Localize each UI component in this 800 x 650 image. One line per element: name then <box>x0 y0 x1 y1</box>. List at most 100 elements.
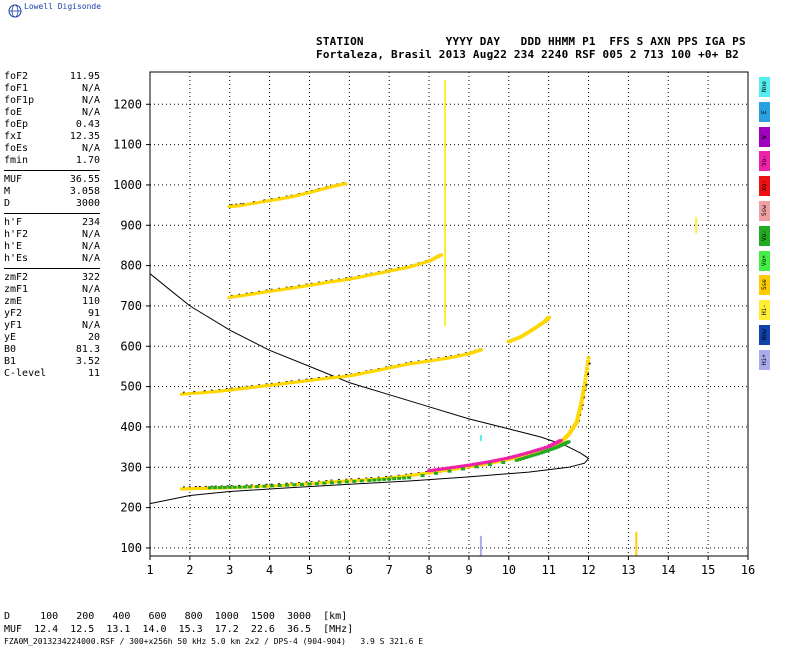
echo-point <box>487 463 492 467</box>
echo-point <box>476 463 481 467</box>
param-key: foF1p <box>4 95 35 106</box>
echo-point <box>469 463 474 467</box>
legend-swatch: E <box>759 101 770 122</box>
param-value: 36.55 <box>69 174 100 185</box>
echo-point <box>531 451 536 455</box>
echo-point <box>267 289 272 293</box>
echo-point <box>432 358 437 362</box>
echo-point <box>339 278 344 282</box>
echo-point <box>389 365 394 369</box>
echo-point <box>399 475 404 478</box>
echo-point <box>516 455 521 459</box>
legend-swatch: Xo- <box>759 176 770 197</box>
echo-point <box>295 483 299 486</box>
echo-point <box>417 472 422 476</box>
polarization-legend: Nne E W Vo- Xo- Ssw Vo- Vo+ Sse Hi- Nnw Hi+ <box>759 77 771 375</box>
echo-point <box>511 456 516 460</box>
param-row: foE N/A <box>4 107 100 119</box>
echo-point <box>334 480 339 484</box>
echo-point <box>506 456 511 460</box>
echo-point <box>285 287 289 291</box>
echo-point <box>317 282 322 286</box>
echo-point <box>454 465 459 469</box>
echo-point <box>407 362 412 366</box>
echo-point <box>290 483 294 487</box>
echo-point <box>449 355 454 359</box>
y-tick-label: 600 <box>120 339 142 353</box>
echo-point <box>237 387 242 391</box>
echo-point <box>439 357 444 361</box>
echo-point <box>327 376 332 380</box>
echo-point <box>290 286 294 290</box>
y-tick-label: 200 <box>120 501 142 515</box>
echo-point <box>439 469 444 473</box>
trace-x-F2 <box>427 439 563 473</box>
param-value: N/A <box>81 143 100 154</box>
echo-point <box>332 376 337 379</box>
param-row: fxI 12.35 <box>4 131 100 143</box>
echo-point <box>444 468 449 472</box>
echo-point <box>307 283 312 287</box>
echo-point <box>342 278 347 282</box>
echo-point <box>566 440 571 444</box>
echo-point-dark <box>585 383 588 386</box>
echo-point <box>272 198 277 202</box>
echo-point <box>362 478 367 482</box>
echo-point <box>287 195 292 199</box>
echo-point <box>424 471 429 475</box>
echo-point <box>489 459 494 463</box>
echo-point <box>389 476 394 480</box>
echo-point <box>526 453 531 457</box>
echo-point <box>222 485 227 489</box>
echo-point <box>578 404 583 408</box>
echo-point <box>310 378 314 382</box>
legend-swatch: Ssw <box>759 200 770 221</box>
param-row: yF2 91 <box>4 308 100 320</box>
echo-point <box>412 264 417 268</box>
echo-point <box>427 469 432 473</box>
param-key: foF1 <box>4 83 29 94</box>
param-key: zmF2 <box>4 272 29 283</box>
echo-point <box>235 387 240 391</box>
echo-point <box>287 381 292 385</box>
echo-streak <box>635 531 638 556</box>
echo-point <box>332 279 337 283</box>
echo-point <box>514 458 519 462</box>
echo-point <box>324 480 329 484</box>
echo-point <box>245 293 250 297</box>
echo-point <box>524 453 529 457</box>
echo-point <box>215 389 220 393</box>
echo-point <box>302 192 307 196</box>
param-row: h'E N/A <box>4 241 100 253</box>
echo-point <box>347 374 352 378</box>
echo-point <box>404 474 409 478</box>
echo-point <box>392 365 397 369</box>
echo-point <box>312 283 317 286</box>
header-line-1: STATION YYYY DAY DDD HHMM P1 FFS S AXN P… <box>316 35 746 48</box>
echo-point <box>212 486 217 490</box>
param-value: N/A <box>81 320 100 331</box>
echo-point <box>253 201 258 205</box>
echo-point <box>429 359 434 363</box>
echo-point <box>478 348 483 352</box>
param-row: h'Es N/A <box>4 253 100 265</box>
echo-point <box>422 261 427 265</box>
echo-point <box>584 370 589 374</box>
echo-point <box>200 391 205 395</box>
echo-point <box>509 455 514 459</box>
echo-point <box>324 280 329 284</box>
echo-streak <box>444 80 447 327</box>
echo-point <box>280 197 285 200</box>
echo-traces <box>179 80 698 556</box>
trace-Vo- <box>207 440 571 490</box>
echo-point <box>310 283 314 287</box>
param-row: foEs N/A <box>4 143 100 155</box>
echo-point <box>352 479 357 483</box>
param-row: C-level 11 <box>4 368 100 380</box>
echo-point <box>521 452 526 456</box>
param-value: N/A <box>81 95 100 106</box>
echo-point <box>526 455 531 459</box>
param-value: N/A <box>81 229 100 240</box>
echo-point <box>257 291 262 295</box>
echo-point <box>417 262 422 266</box>
